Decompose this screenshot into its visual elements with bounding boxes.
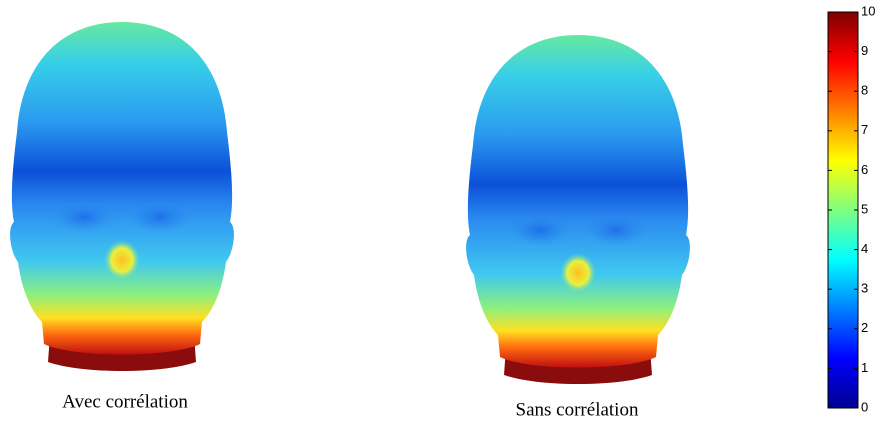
colorbar: 0 1 2 3 4 5 6 7 8 9 10 bbox=[827, 3, 875, 414]
tick-label: 8 bbox=[861, 83, 868, 98]
tick-label: 7 bbox=[861, 122, 868, 137]
colorbar-fill bbox=[827, 11, 859, 409]
tick-label: 4 bbox=[861, 241, 868, 256]
tick-label: 3 bbox=[861, 281, 868, 296]
tick-label: 2 bbox=[861, 320, 868, 335]
tick-label: 5 bbox=[861, 201, 868, 216]
tick-label: 1 bbox=[861, 360, 868, 375]
face-with-correlation bbox=[10, 22, 234, 371]
tick-label: 6 bbox=[861, 162, 868, 177]
tick-label: 0 bbox=[861, 399, 868, 414]
caption: Avec corrélation bbox=[62, 391, 188, 412]
caption: Sans corrélation bbox=[516, 399, 639, 420]
face-without-correlation bbox=[466, 35, 690, 384]
tick-label: 9 bbox=[861, 43, 868, 58]
tick-label: 10 bbox=[861, 3, 875, 18]
